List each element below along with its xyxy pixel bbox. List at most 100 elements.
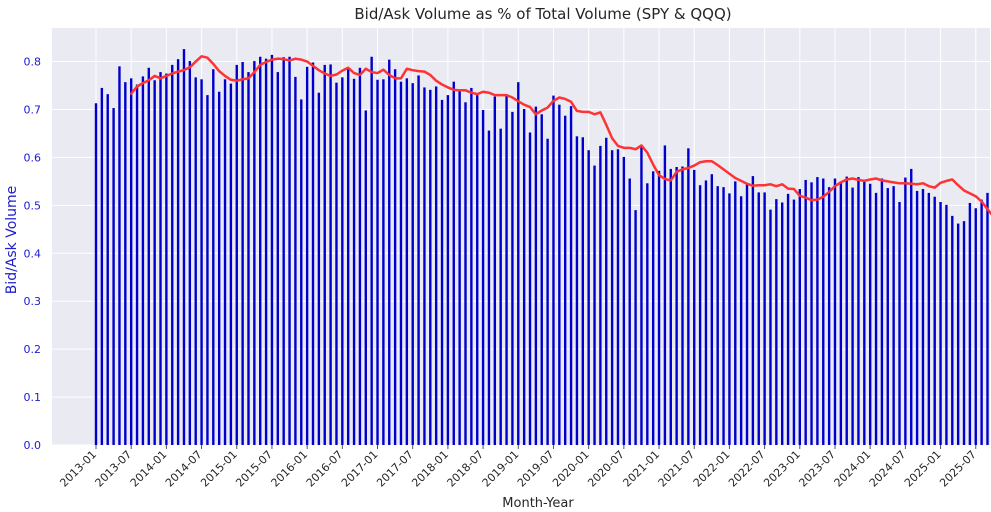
bar (487, 130, 491, 445)
bar (241, 62, 244, 445)
bar (810, 182, 813, 445)
bar (200, 79, 203, 446)
bar (734, 181, 737, 445)
bar (423, 87, 426, 446)
x-tick-label: 2021-01 (620, 448, 662, 490)
bar (851, 187, 854, 445)
y-tick-labels: 0.0 0.1 0.2 0.3 0.4 0.5 0.6 0.7 0.8 (24, 56, 42, 452)
bar (388, 59, 391, 445)
bar (247, 72, 250, 445)
x-tick-label: 2013-07 (93, 448, 135, 490)
bar (476, 95, 479, 445)
bar (575, 136, 579, 445)
bar (358, 67, 362, 445)
bar (182, 49, 186, 445)
bar (980, 199, 983, 445)
y-axis-title: Bid/Ask Volume (4, 186, 20, 295)
y-tick-label: 0.5 (24, 199, 42, 212)
bar (399, 81, 403, 445)
bar (558, 104, 561, 446)
bar (587, 150, 590, 446)
bar (165, 73, 168, 445)
x-tick-label: 2019-01 (480, 448, 522, 490)
bar (458, 89, 461, 446)
bar (968, 202, 972, 445)
bar (857, 177, 860, 445)
x-tick-label: 2024-01 (832, 448, 874, 490)
x-tick-label: 2017-01 (339, 448, 381, 490)
x-tick-label: 2015-01 (198, 448, 240, 490)
bar (657, 170, 661, 446)
bar (863, 180, 866, 445)
plot-area (52, 28, 990, 445)
x-tick-label: 2024-07 (867, 448, 909, 490)
y-tick-label: 0.2 (24, 343, 42, 356)
bar (317, 92, 321, 445)
x-tick-label: 2019-07 (515, 448, 557, 490)
bar (945, 204, 948, 445)
bar (499, 128, 502, 446)
bar (259, 56, 262, 446)
bar (757, 192, 760, 445)
x-tick-label: 2014-07 (163, 448, 205, 490)
x-tick-label: 2013-01 (57, 448, 99, 490)
bar (141, 76, 145, 446)
bar (106, 94, 109, 445)
x-tick-label: 2017-07 (374, 448, 416, 490)
bar (552, 95, 555, 445)
bar (194, 77, 197, 446)
x-tick-label: 2020-01 (550, 448, 592, 490)
bar (429, 89, 432, 446)
bar (235, 64, 238, 446)
bar (822, 178, 825, 445)
bar (540, 114, 543, 445)
bar (610, 150, 614, 446)
bar (481, 109, 485, 445)
bar (974, 208, 977, 445)
bar (311, 62, 315, 445)
bar (751, 176, 755, 445)
bar (517, 82, 520, 445)
bar (986, 192, 989, 445)
bar (171, 64, 174, 446)
bar (323, 64, 326, 446)
bar (939, 201, 942, 445)
x-tick-label: 2025-01 (902, 448, 944, 490)
bar (880, 178, 884, 445)
bar (898, 201, 901, 445)
bar (804, 179, 807, 445)
bar (739, 196, 743, 445)
bar (100, 87, 104, 446)
bar (188, 61, 192, 445)
bars (94, 49, 989, 446)
bar (651, 171, 655, 446)
bar (118, 66, 121, 446)
bar (288, 56, 291, 446)
y-tick-label: 0.1 (24, 391, 42, 404)
bar (346, 68, 350, 445)
bar (112, 108, 115, 445)
bar (329, 64, 332, 446)
bar (704, 180, 708, 445)
bar (687, 148, 690, 446)
bar (675, 167, 678, 445)
bar (411, 83, 414, 445)
bar (505, 95, 508, 445)
x-tick-label: 2023-01 (761, 448, 803, 490)
bar (147, 67, 150, 445)
bar (264, 58, 268, 445)
bar (868, 183, 872, 445)
bar (546, 138, 549, 445)
y-tick-label: 0.4 (24, 247, 42, 260)
bar (769, 209, 772, 445)
bar (728, 193, 731, 445)
bar (94, 103, 98, 446)
chart-title: Bid/Ask Volume as % of Total Volume (SPY… (354, 5, 731, 23)
x-tick-label: 2025-07 (937, 448, 979, 490)
bar (839, 181, 843, 445)
bar (370, 56, 373, 446)
bar (845, 176, 848, 445)
y-tick-label: 0.8 (24, 56, 42, 69)
bar (599, 145, 602, 445)
bar (827, 187, 831, 445)
